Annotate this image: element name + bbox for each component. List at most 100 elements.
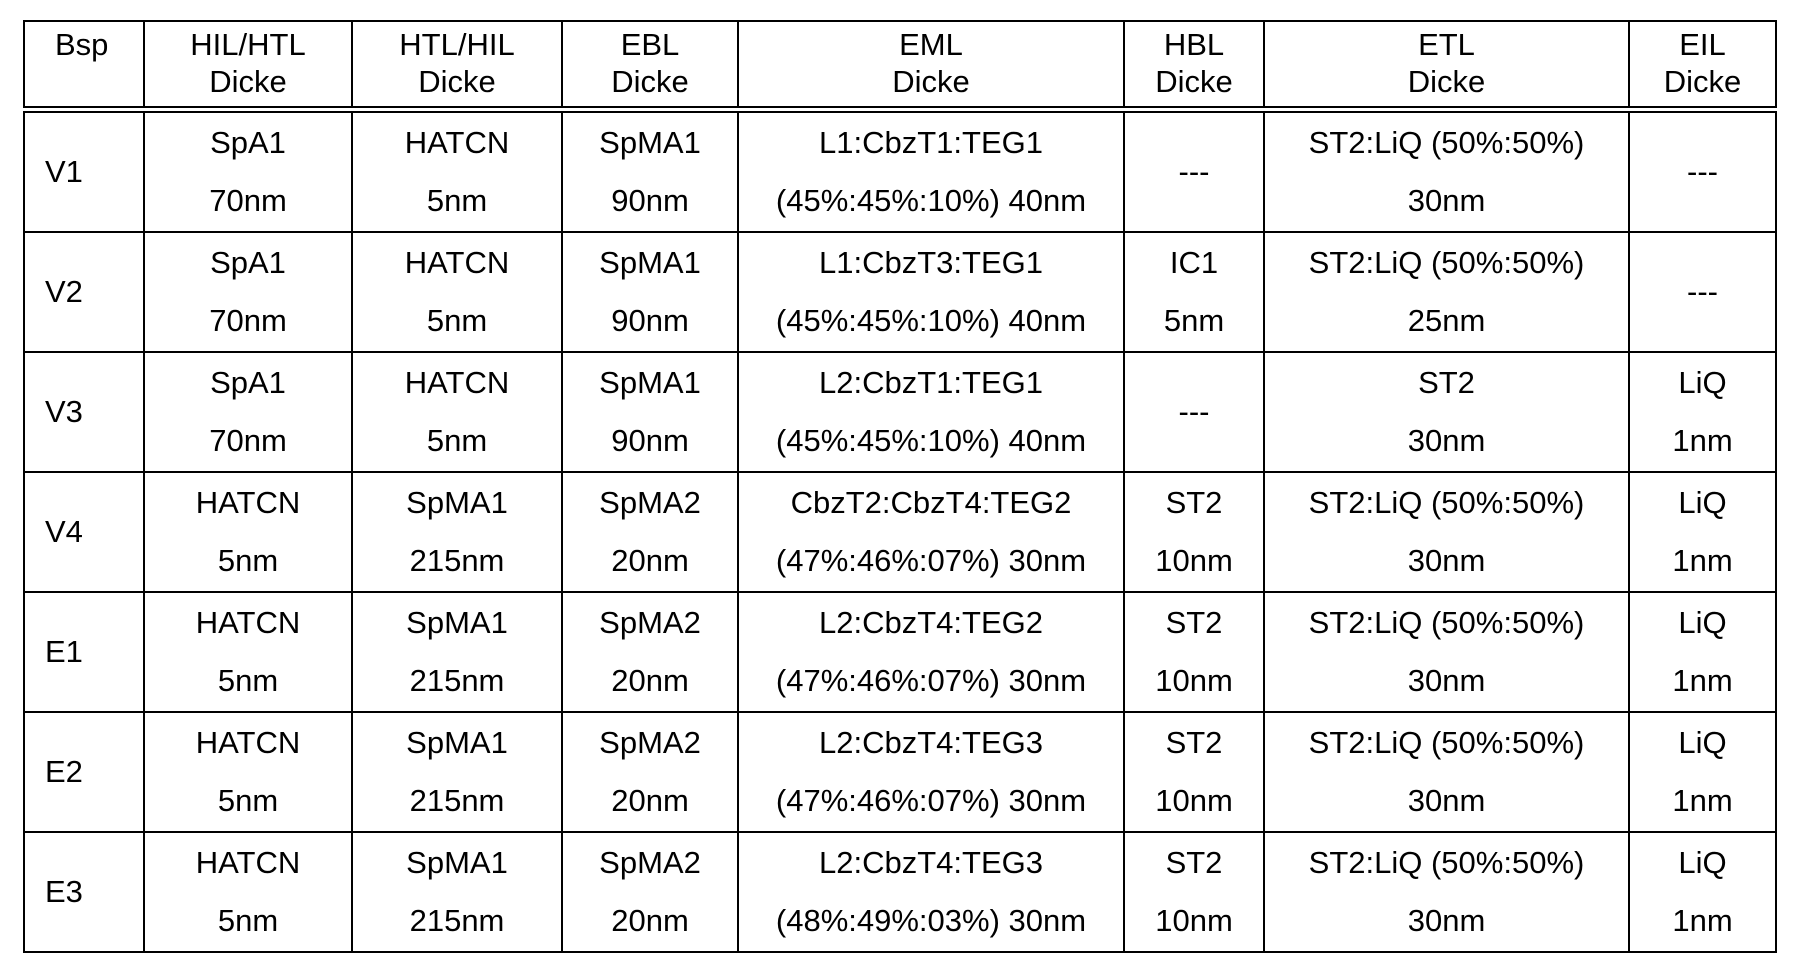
thickness-label: 70nm xyxy=(209,423,287,458)
thickness-label: 5nm xyxy=(426,183,488,218)
material-label: SpMA1 xyxy=(599,125,701,160)
cell-eil: LiQ 1nm xyxy=(1628,831,1777,953)
cell-hil-htl: HATCN 5nm xyxy=(143,831,353,953)
cell-bsp: V4 xyxy=(23,471,145,593)
material-label: SpMA1 xyxy=(406,485,508,520)
oled-device-table-container: Bsp HIL/HTL Dicke HTL/HIL Dicke EBL Dick… xyxy=(23,20,1777,953)
cell-eml: L1:CbzT3:TEG1 (45%:45%:10%) 40nm xyxy=(737,231,1125,353)
thickness-label: (47%:46%:07%) 30nm xyxy=(775,543,1087,578)
material-label: ST2 xyxy=(1165,485,1223,520)
material-label: HATCN xyxy=(195,485,301,520)
table-row: E3 HATCN 5nm SpMA1 215nm SpMA2 20nm L2:CbzT4:TE… xyxy=(23,831,1777,953)
empty-marker: --- xyxy=(1178,154,1210,190)
cell-ebl: SpMA1 90nm xyxy=(561,108,739,233)
material-label: LiQ xyxy=(1678,485,1727,520)
header-etl: ETL Dicke xyxy=(1263,20,1630,113)
cell-bsp: V2 xyxy=(23,231,145,353)
cell-hbl: --- xyxy=(1123,351,1265,473)
thickness-label: 20nm xyxy=(611,903,689,938)
material-label: IC1 xyxy=(1169,245,1219,280)
table-body: V1 SpA1 70nm HATCN 5nm SpMA1 90nm L1:CbzT1:TEG1… xyxy=(23,108,1777,953)
thickness-label: 30nm xyxy=(1407,543,1486,578)
thickness-label: 215nm xyxy=(409,543,505,578)
material-label: HATCN xyxy=(195,725,301,760)
thickness-label: 10nm xyxy=(1155,543,1233,578)
header-hil-htl: HIL/HTL Dicke xyxy=(143,20,353,113)
material-label: SpMA1 xyxy=(406,605,508,640)
cell-bsp: E1 xyxy=(23,591,145,713)
cell-etl: ST2:LiQ (50%:50%) 30nm xyxy=(1263,591,1630,713)
thickness-label: 30nm xyxy=(1407,423,1486,458)
thickness-label: (45%:45%:10%) 40nm xyxy=(775,303,1087,338)
cell-ebl: SpMA1 90nm xyxy=(561,231,739,353)
material-label: HATCN xyxy=(404,365,510,400)
cell-hil-htl: SpA1 70nm xyxy=(143,231,353,353)
table-row: V4 HATCN 5nm SpMA1 215nm SpMA2 20nm CbzT2:CbzT4… xyxy=(23,471,1777,593)
thickness-label: 5nm xyxy=(426,303,488,338)
material-label: ST2:LiQ (50%:50%) xyxy=(1308,725,1585,760)
cell-bsp: E2 xyxy=(23,711,145,833)
cell-hbl: ST2 10nm xyxy=(1123,471,1265,593)
thickness-label: 10nm xyxy=(1155,663,1233,698)
cell-hbl: ST2 10nm xyxy=(1123,831,1265,953)
cell-eil: LiQ 1nm xyxy=(1628,351,1777,473)
material-label: SpMA2 xyxy=(599,725,701,760)
header-sublabel: Dicke xyxy=(611,64,689,100)
material-label: SpA1 xyxy=(210,365,286,400)
material-label: CbzT2:CbzT4:TEG2 xyxy=(790,485,1072,520)
material-label: SpMA2 xyxy=(599,605,701,640)
header-sublabel: Dicke xyxy=(1407,64,1486,100)
material-label: LiQ xyxy=(1678,725,1727,760)
cell-etl: ST2:LiQ (50%:50%) 30nm xyxy=(1263,831,1630,953)
thickness-label: 215nm xyxy=(409,663,505,698)
material-label: ST2 xyxy=(1418,365,1475,400)
header-ebl: EBL Dicke xyxy=(561,20,739,113)
cell-htl-hil: SpMA1 215nm xyxy=(351,831,563,953)
cell-eil: LiQ 1nm xyxy=(1628,711,1777,833)
cell-hil-htl: SpA1 70nm xyxy=(143,351,353,473)
thickness-label: 10nm xyxy=(1155,783,1233,818)
cell-etl: ST2:LiQ (50%:50%) 30nm xyxy=(1263,711,1630,833)
table-row: E2 HATCN 5nm SpMA1 215nm SpMA2 20nm L2:CbzT4:TE… xyxy=(23,711,1777,833)
thickness-label: 70nm xyxy=(209,183,287,218)
cell-ebl: SpMA2 20nm xyxy=(561,471,739,593)
thickness-label: 20nm xyxy=(611,663,689,698)
thickness-label: 90nm xyxy=(611,303,689,338)
thickness-label: 30nm xyxy=(1407,183,1486,218)
thickness-label: 5nm xyxy=(217,903,279,938)
material-label: ST2:LiQ (50%:50%) xyxy=(1308,245,1585,280)
thickness-label: (47%:46%:07%) 30nm xyxy=(775,783,1087,818)
table-row: E1 HATCN 5nm SpMA1 215nm SpMA2 20nm L2:CbzT4:TE… xyxy=(23,591,1777,713)
table-row: V1 SpA1 70nm HATCN 5nm SpMA1 90nm L1:CbzT1:TEG1… xyxy=(23,108,1777,233)
header-label: EBL xyxy=(620,27,680,62)
thickness-label: 20nm xyxy=(611,543,689,578)
thickness-label: 30nm xyxy=(1407,663,1486,698)
thickness-label: 70nm xyxy=(209,303,287,338)
cell-eil: LiQ 1nm xyxy=(1628,471,1777,593)
cell-eil: --- xyxy=(1628,231,1777,353)
header-sublabel: Dicke xyxy=(1663,64,1742,100)
header-sublabel: Dicke xyxy=(892,64,970,100)
cell-hil-htl: HATCN 5nm xyxy=(143,711,353,833)
header-label: HIL/HTL xyxy=(190,27,306,62)
thickness-label: 30nm xyxy=(1407,783,1486,818)
thickness-label: 1nm xyxy=(1672,903,1733,938)
header-eil: EIL Dicke xyxy=(1628,20,1777,113)
material-label: LiQ xyxy=(1678,365,1727,400)
header-label: ETL xyxy=(1418,27,1475,62)
thickness-label: (48%:49%:03%) 30nm xyxy=(775,903,1087,938)
table-header-row: Bsp HIL/HTL Dicke HTL/HIL Dicke EBL Dick… xyxy=(23,20,1777,113)
header-sublabel: Dicke xyxy=(418,64,496,100)
cell-htl-hil: SpMA1 215nm xyxy=(351,711,563,833)
cell-etl: ST2 30nm xyxy=(1263,351,1630,473)
material-label: SpMA1 xyxy=(599,245,701,280)
header-hbl: HBL Dicke xyxy=(1123,20,1265,113)
header-sublabel: Dicke xyxy=(1155,64,1233,100)
cell-hil-htl: SpA1 70nm xyxy=(143,108,353,233)
thickness-label: 30nm xyxy=(1407,903,1486,938)
material-label: ST2:LiQ (50%:50%) xyxy=(1308,845,1585,880)
table-row: V2 SpA1 70nm HATCN 5nm SpMA1 90nm L1:CbzT3:TEG1… xyxy=(23,231,1777,353)
material-label: SpMA2 xyxy=(599,845,701,880)
material-label: ST2 xyxy=(1165,845,1223,880)
cell-hil-htl: HATCN 5nm xyxy=(143,591,353,713)
